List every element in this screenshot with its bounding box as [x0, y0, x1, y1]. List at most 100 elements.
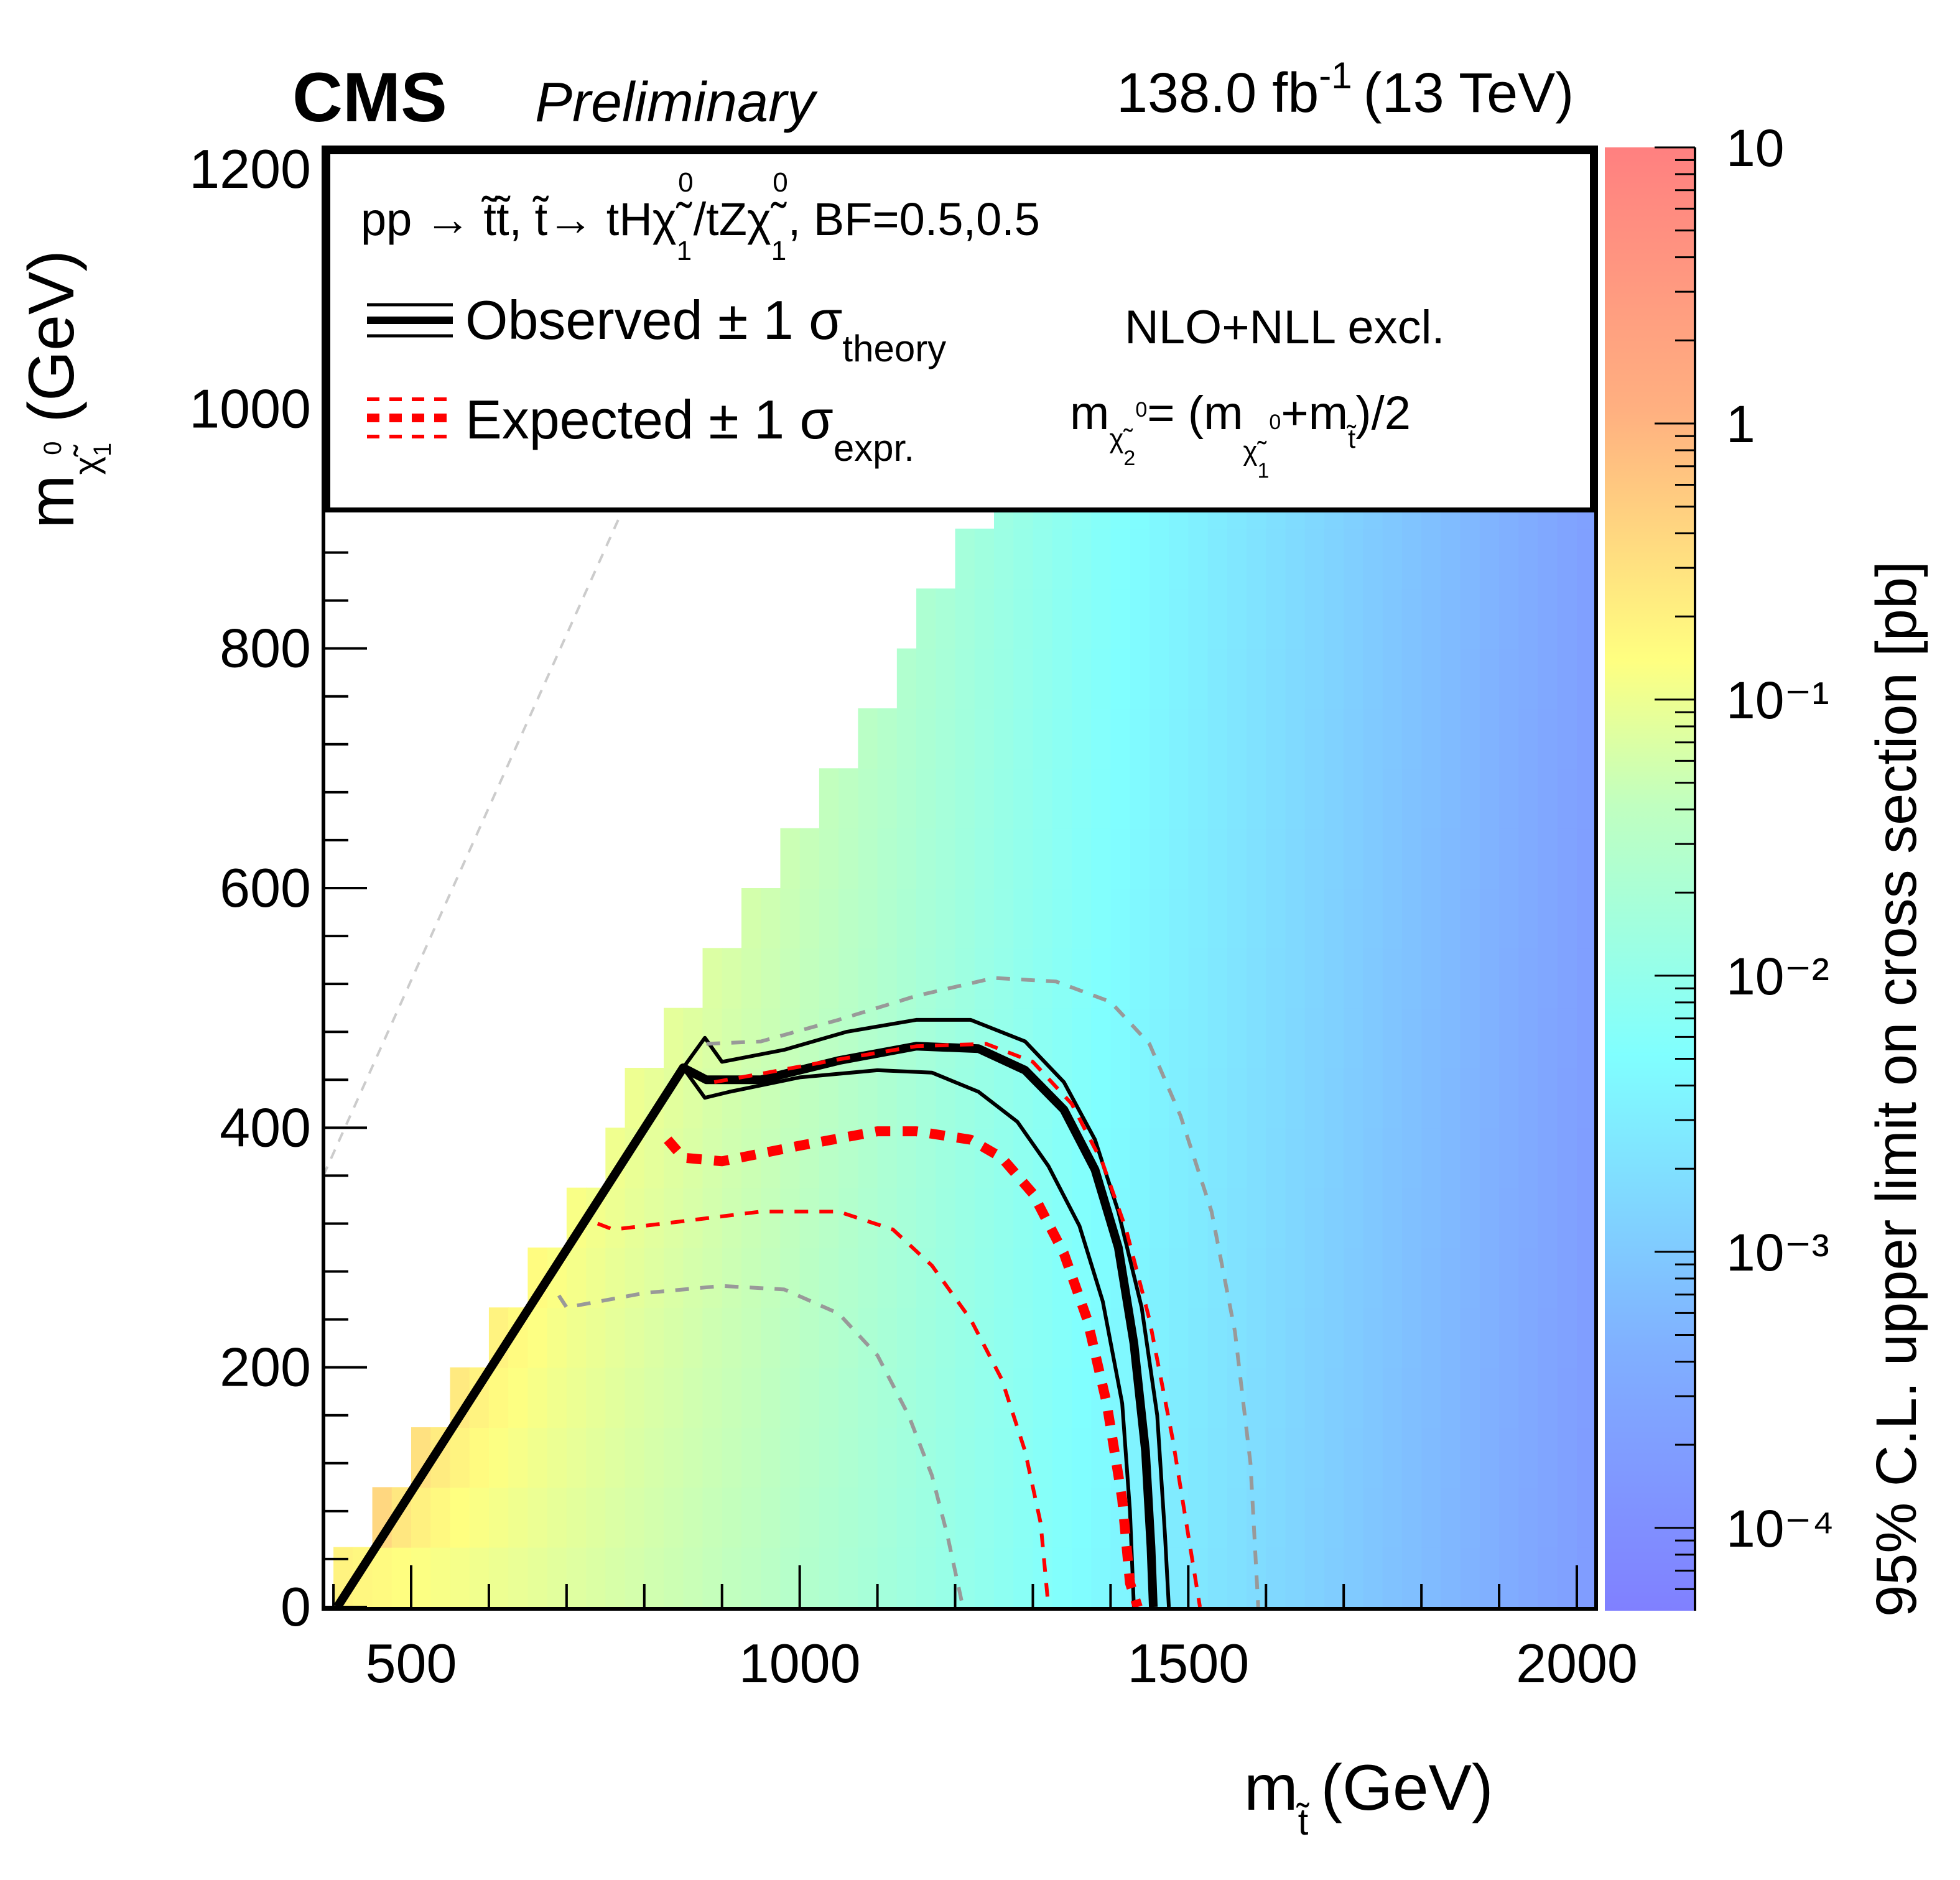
- contour-expected-2-expr: [557, 1284, 965, 1608]
- heatmap-cell: [1052, 828, 1072, 889]
- heatmap-cell: [1033, 1427, 1053, 1488]
- heatmap-cell: [1557, 1128, 1577, 1188]
- mass-sub1-idx: 2: [1123, 447, 1135, 470]
- heatmap-cell: [1363, 648, 1383, 709]
- heatmap-cell: [1207, 768, 1228, 829]
- heatmap-cell: [1110, 529, 1131, 590]
- heatmap-cell: [1227, 1248, 1248, 1308]
- heatmap-cell: [936, 948, 956, 1009]
- heatmap-cell: [722, 1487, 742, 1548]
- heatmap-cell: [1169, 948, 1189, 1009]
- heatmap-cell: [1304, 888, 1325, 949]
- heatmap-cell: [1266, 1367, 1286, 1428]
- heatmap-cell: [741, 1248, 762, 1308]
- heatmap-cell: [1382, 828, 1403, 889]
- heatmap-cell: [1538, 529, 1558, 590]
- heatmap-cell: [683, 1007, 704, 1068]
- heatmap-cell: [1052, 768, 1072, 829]
- heatmap-cell: [411, 1487, 432, 1548]
- heatmap-cell: [1052, 1487, 1072, 1548]
- heatmap-cell: [411, 1547, 432, 1608]
- heatmap-cell: [741, 1307, 762, 1368]
- heatmap-cell: [1188, 588, 1209, 649]
- y-tick-label: 1000: [189, 377, 311, 439]
- heatmap-cell: [1382, 1068, 1403, 1129]
- heatmap-cell: [1401, 588, 1423, 649]
- heatmap-cell: [1304, 1187, 1325, 1248]
- heatmap-cell: [722, 948, 742, 1009]
- heatmap-cell: [644, 1367, 665, 1428]
- heatmap-cell: [1188, 948, 1209, 1009]
- heatmap-cell: [1285, 1367, 1306, 1428]
- heatmap-cell: [644, 1487, 665, 1548]
- heatmap-cell: [838, 1487, 859, 1548]
- heatmap-cell: [1091, 648, 1112, 709]
- heatmap-cell: [877, 1187, 898, 1248]
- heatmap-cell: [1518, 768, 1539, 829]
- heatmap-cell: [488, 1547, 509, 1608]
- heatmap-cell: [1266, 1487, 1286, 1548]
- heatmap-cell: [1344, 648, 1364, 709]
- heatmap-cell: [896, 1307, 917, 1368]
- heatmap-cell: [1091, 1547, 1112, 1608]
- heatmap-cell: [974, 768, 995, 829]
- heatmap-cell: [702, 1427, 723, 1488]
- z-tick-label: 10⁻²: [1726, 947, 1829, 1006]
- heatmap-cell: [1033, 828, 1053, 889]
- heatmap-cell: [1518, 588, 1539, 649]
- heatmap-cell: [1130, 948, 1150, 1009]
- heatmap-cell: [780, 1248, 801, 1308]
- heatmap-cell: [1344, 1187, 1364, 1248]
- heatmap-cell: [1247, 648, 1267, 709]
- heatmap-cell: [1344, 1128, 1364, 1188]
- contour-expected-1-expr: [597, 1210, 1051, 1608]
- heatmap-cell: [877, 1248, 898, 1308]
- heatmap-cell: [1188, 768, 1209, 829]
- heatmap-cell: [1518, 1007, 1539, 1068]
- heatmap-cell: [1013, 828, 1034, 889]
- heatmap-cell: [644, 1128, 665, 1188]
- heatmap-cell: [1382, 648, 1403, 709]
- contour-observed-1-theory: [681, 1067, 1136, 1608]
- heatmap-cell: [1071, 529, 1092, 590]
- heatmap-cell: [1363, 1487, 1383, 1548]
- lumi-value: 138.0 fb: [1117, 62, 1319, 124]
- heatmap-cell: [1266, 1007, 1286, 1068]
- heatmap-cell: [1304, 828, 1325, 889]
- x-tick-label: 1500: [1127, 1632, 1249, 1694]
- heatmap-cell: [722, 1547, 742, 1608]
- heatmap-cell: [1518, 828, 1539, 889]
- heatmap-cell: [1227, 588, 1248, 649]
- heatmap-cell: [1401, 1007, 1423, 1068]
- heatmap-cell: [994, 1367, 1015, 1428]
- heatmap-cell: [1285, 1547, 1306, 1608]
- heatmap-cell: [1071, 588, 1092, 649]
- heatmap-cell: [858, 828, 878, 889]
- heatmap-cell: [877, 708, 898, 769]
- heatmap-cell: [974, 1487, 995, 1548]
- heatmap-cell: [1499, 1007, 1520, 1068]
- heatmap-cell: [1188, 888, 1209, 949]
- heatmap-cell: [1479, 648, 1500, 709]
- heatmap-cell: [1091, 708, 1112, 769]
- heatmap-cell: [877, 768, 898, 829]
- heatmap-cell: [838, 1307, 859, 1368]
- heatmap-cell: [1344, 1068, 1364, 1129]
- heatmap-cell: [566, 1307, 587, 1368]
- heatmap-cell: [838, 1248, 859, 1308]
- plot-frame: [322, 146, 1598, 1611]
- colorbar-ticks: 10 1 10⁻¹ 10⁻² 10⁻³ 10⁻⁴: [1655, 119, 1834, 1590]
- heatmap-cell: [1169, 1187, 1189, 1248]
- heatmap-cell: [1401, 768, 1423, 829]
- heatmap-cell: [916, 1007, 937, 1068]
- heatmap-cell: [1421, 828, 1442, 889]
- x-axis-title: mt̃ (GeV): [1244, 1752, 1493, 1843]
- heatmap-cell: [1401, 529, 1423, 590]
- heatmap-cell: [664, 1547, 684, 1608]
- heatmap-cell: [1538, 1068, 1558, 1129]
- heatmap-cell: [1577, 888, 1596, 949]
- heatmap-cell: [1304, 529, 1325, 590]
- heatmap-cell: [1227, 1427, 1248, 1488]
- heatmap-cell: [1499, 1307, 1520, 1368]
- heatmap-cell: [1304, 1307, 1325, 1368]
